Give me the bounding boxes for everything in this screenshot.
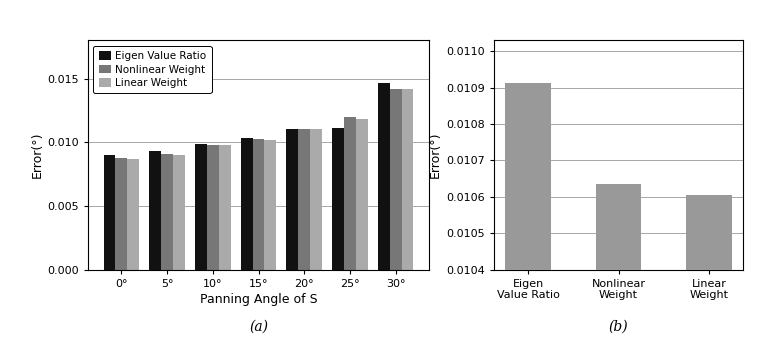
Bar	[686, 195, 732, 270]
Bar	[149, 151, 161, 270]
Y-axis label: Error(°): Error(°)	[429, 132, 442, 178]
Bar	[401, 89, 414, 270]
Bar	[506, 83, 551, 270]
Bar	[264, 140, 277, 270]
Bar	[378, 83, 390, 270]
Bar	[390, 89, 401, 270]
Bar	[207, 145, 219, 270]
Bar	[103, 155, 116, 270]
Y-axis label: Error(°): Error(°)	[31, 132, 43, 178]
Bar	[195, 144, 207, 270]
Bar	[161, 154, 173, 270]
Bar	[127, 159, 139, 270]
Bar	[356, 119, 368, 270]
Text: (a): (a)	[250, 319, 268, 333]
Bar	[286, 129, 298, 270]
Bar	[596, 184, 641, 270]
Bar	[332, 128, 344, 270]
Legend: Eigen Value Ratio, Nonlinear Weight, Linear Weight: Eigen Value Ratio, Nonlinear Weight, Lin…	[93, 45, 211, 93]
Bar	[253, 139, 264, 270]
Bar	[241, 138, 253, 270]
Bar	[219, 145, 231, 270]
Text: (b): (b)	[608, 319, 628, 333]
Bar	[344, 118, 356, 270]
Bar	[116, 158, 127, 270]
X-axis label: Panning Angle of S: Panning Angle of S	[200, 293, 317, 306]
Bar	[298, 129, 310, 270]
Bar	[310, 129, 322, 270]
Bar	[173, 155, 185, 270]
